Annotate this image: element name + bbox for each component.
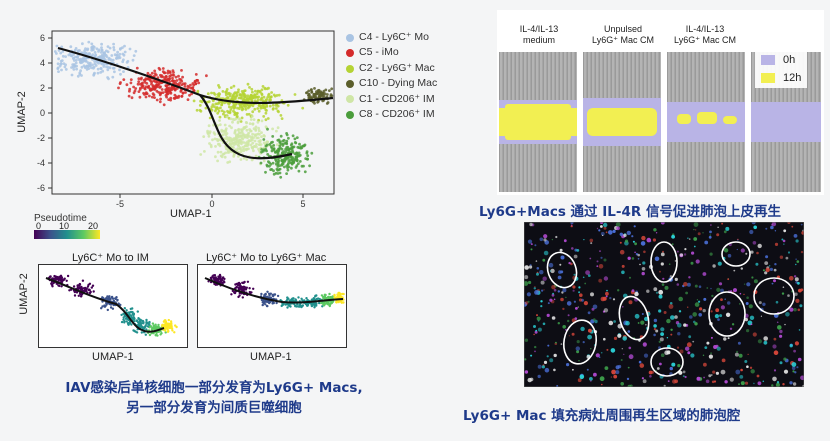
umap-main-plot: 6 4 2 0 -2 -4 -6 -5 0 5 — [37, 30, 335, 209]
pseudotime-tick-20: 20 — [88, 221, 99, 231]
caption-left: IAV感染后单核细胞一部分发育为Ly6G+ Macs, 另一部分发育为间质巨噬细… — [24, 378, 404, 418]
legend-item: C1 - CD206⁺ IM — [346, 92, 437, 107]
legend-dot — [346, 95, 354, 104]
scratch-label-2: Unpulsed Ly6G⁺ Mac CM — [592, 24, 654, 45]
mini-plot-2-xlabel: UMAP-1 — [250, 351, 292, 363]
y-tick-label: 0 — [40, 108, 45, 118]
pseudotime-label: Pseudotime — [34, 213, 87, 224]
y-tick-label: 4 — [40, 58, 45, 68]
y-tick-label: -2 — [37, 133, 45, 143]
x-tick-label: 5 — [300, 199, 305, 209]
caption-right-bottom: Ly6G+ Mac 填充病灶周围再生区域的肺泡腔 — [463, 408, 741, 424]
legend-label: C1 - CD206⁺ IM — [359, 92, 435, 105]
umap-x-ticks: -5 0 5 — [116, 194, 306, 209]
scratch-panel-3 — [667, 52, 745, 192]
scratch-label-3: IL-4/IL-13 Ly6G⁺ Mac CM — [674, 24, 736, 45]
legend-dot — [346, 49, 354, 58]
y-tick-label: 6 — [40, 33, 45, 43]
legend-item: C2 - Ly6G⁺ Mac — [346, 61, 437, 76]
legend-label: C10 - Dying Mac — [359, 77, 438, 90]
legend-item: C10 - Dying Mac — [346, 76, 437, 91]
pseudotime-colorbar — [34, 230, 100, 239]
mini-ylabel: UMAP-2 — [18, 273, 30, 315]
scratch-panel-1 — [499, 52, 577, 192]
y-tick-label: -4 — [37, 158, 45, 168]
caption-left-line2: 另一部分发育为间质巨噬细胞 — [126, 400, 302, 416]
umap-cell-points — [53, 40, 334, 179]
legend-label: C4 - Ly6C⁺ Mo — [359, 31, 429, 43]
umap-legend: C4 - Ly6C⁺ Mo C5 - iMo C2 - Ly6G⁺ Mac C10 -… — [346, 30, 437, 122]
scratch-label-1: IL-4/IL-13 medium — [519, 24, 559, 45]
umap-main-xlabel: UMAP-1 — [170, 208, 212, 220]
legend-item: C5 - iMo — [346, 45, 437, 60]
legend-dot — [346, 64, 354, 73]
legend-label: C2 - Ly6G⁺ Mac — [359, 61, 435, 74]
x-tick-label: -5 — [116, 199, 124, 209]
legend-12h-swatch — [761, 73, 775, 83]
legend-0h-swatch — [761, 55, 775, 65]
pseudotime-tick-0: 0 — [36, 221, 42, 231]
mini-plot-1 — [38, 264, 188, 348]
scratch-legend: 0h 12h — [755, 50, 808, 88]
mini-plot-2-title: Ly6C⁺ Mo to Ly6G⁺ Mac — [206, 252, 327, 264]
legend-label: C5 - iMo — [359, 46, 399, 59]
caption-right-top: Ly6G+Macs 通过 IL-4R 信号促进肺泡上皮再生 — [479, 204, 781, 220]
y-tick-label: 2 — [40, 83, 45, 93]
legend-dot — [346, 33, 354, 42]
legend-12h-label: 12h — [783, 72, 802, 84]
legend-label: C8 - CD206⁺ IM — [359, 108, 435, 121]
legend-dot — [346, 79, 354, 88]
trajectory-curve-to-mac — [57, 46, 334, 104]
scratch-assay-figure: IL-4/IL-13 medium Unpulsed Ly6G⁺ Mac CM IL… — [497, 10, 824, 195]
y-tick-label: -6 — [37, 183, 45, 193]
trajectory-curve-to-im — [199, 94, 293, 160]
mini-plot-1-title: Ly6C⁺ Mo to IM — [72, 252, 149, 264]
legend-item: C8 - CD206⁺ IM — [346, 107, 437, 122]
mini-plot-1-xlabel: UMAP-1 — [92, 351, 134, 363]
scratch-panel-2 — [583, 52, 661, 192]
caption-left-line1: IAV感染后单核细胞一部分发育为Ly6G+ Macs, — [65, 380, 363, 396]
legend-dot — [346, 110, 354, 119]
umap-main-ylabel: UMAP-2 — [16, 91, 28, 133]
fluorescence-micrograph — [524, 222, 804, 387]
region-ellipses — [546, 241, 795, 377]
umap-y-ticks: 6 4 2 0 -2 -4 -6 — [37, 33, 52, 193]
legend-item: C4 - Ly6C⁺ Mo — [346, 30, 437, 45]
x-tick-label: 0 — [209, 199, 214, 209]
mini-plot-2 — [197, 264, 347, 348]
pseudotime-tick-10: 10 — [59, 221, 70, 231]
legend-0h-label: 0h — [783, 54, 796, 66]
